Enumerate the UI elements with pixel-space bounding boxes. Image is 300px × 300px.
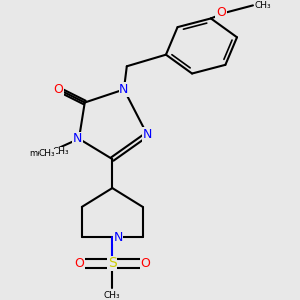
Text: CH₃: CH₃ [53,147,70,156]
Text: S: S [108,256,117,271]
Text: O: O [74,257,84,270]
Text: O: O [54,83,64,96]
Text: O: O [216,6,226,19]
Text: CH₃: CH₃ [104,291,121,300]
Text: N: N [113,231,123,244]
Text: N: N [119,83,129,96]
Text: N: N [142,128,152,141]
Text: CH₃: CH₃ [39,149,56,158]
Text: N: N [73,132,82,145]
Text: CH₃: CH₃ [254,1,271,10]
Text: methyl: methyl [29,149,59,158]
Text: O: O [141,257,151,270]
